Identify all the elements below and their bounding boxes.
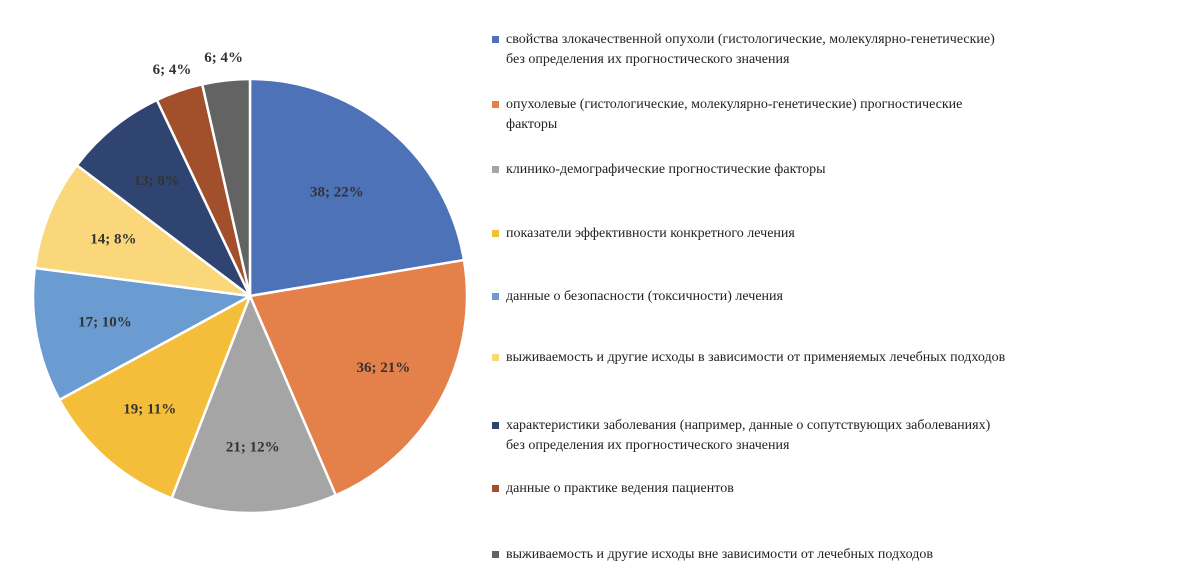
pie-slice bbox=[31, 266, 252, 402]
legend-label: выживаемость и другие исходы вне зависим… bbox=[506, 547, 933, 562]
slice-data-label: 13; 8% bbox=[134, 173, 180, 189]
legend-swatch bbox=[492, 551, 499, 558]
legend-swatch bbox=[492, 422, 499, 429]
slice-data-label: 14; 8% bbox=[90, 232, 136, 248]
legend-label: свойства злокачественной опухоли (гистол… bbox=[506, 32, 995, 67]
slice-data-label: 6; 4% bbox=[153, 62, 192, 78]
legend-item: характеристики заболевания (например, да… bbox=[492, 416, 1166, 456]
pie-slice bbox=[75, 98, 252, 298]
slice-data-label: 21; 12% bbox=[226, 439, 280, 455]
legend-label: показатели эффективности конкретного леч… bbox=[506, 226, 795, 241]
slice-data-label: 38; 22% bbox=[310, 185, 364, 201]
pie-slice bbox=[248, 77, 466, 298]
slice-data-label: 19; 11% bbox=[123, 402, 176, 418]
pie-slice bbox=[33, 163, 252, 298]
pie-slice bbox=[58, 294, 252, 500]
legend-label: выживаемость и другие исходы в зависимос… bbox=[506, 350, 1006, 365]
legend-swatch bbox=[492, 166, 499, 173]
legend-item: выживаемость и другие исходы вне зависим… bbox=[492, 545, 1166, 565]
legend-swatch bbox=[492, 485, 499, 492]
legend-label: характеристики заболевания (например, да… bbox=[506, 418, 991, 453]
slice-data-label: 6; 4% bbox=[204, 50, 243, 66]
legend-item: опухолевые (гистологические, молекулярно… bbox=[492, 95, 1166, 135]
pie-chart-svg: 38; 22% 36; 21% 21; 12% 19; 11% 17; 10% 14; 8… bbox=[31, 50, 469, 515]
pie-slice bbox=[201, 77, 252, 298]
legend-swatch bbox=[492, 354, 499, 361]
legend-swatch bbox=[492, 293, 499, 300]
pie-slice bbox=[248, 258, 469, 497]
legend-item: клинико-демографические прогностические … bbox=[492, 160, 1166, 180]
legend-label: опухолевые (гистологические, молекулярно… bbox=[506, 97, 963, 132]
slice-data-label: 36; 21% bbox=[357, 360, 411, 376]
legend-swatch bbox=[492, 230, 499, 237]
legend-item: свойства злокачественной опухоли (гистол… bbox=[492, 30, 1166, 70]
legend-item: выживаемость и другие исходы в зависимос… bbox=[492, 348, 1166, 368]
legend-item: данные о практике ведения пациентов bbox=[492, 479, 1166, 499]
legend-item: показатели эффективности конкретного леч… bbox=[492, 224, 1166, 244]
legend-label: данные о безопасности (токсичности) лече… bbox=[506, 289, 783, 304]
legend-swatch bbox=[492, 101, 499, 108]
slice-data-label: 17; 10% bbox=[78, 315, 132, 331]
pie-slice bbox=[170, 294, 338, 515]
legend-item: данные о безопасности (токсичности) лече… bbox=[492, 287, 1166, 307]
legend-label: клинико-демографические прогностические … bbox=[506, 162, 826, 177]
legend-label: данные о практике ведения пациентов bbox=[506, 481, 734, 496]
legend-swatch bbox=[492, 36, 499, 43]
pie-chart: 38; 22% 36; 21% 21; 12% 19; 11% 17; 10% 14; 8… bbox=[0, 0, 480, 570]
